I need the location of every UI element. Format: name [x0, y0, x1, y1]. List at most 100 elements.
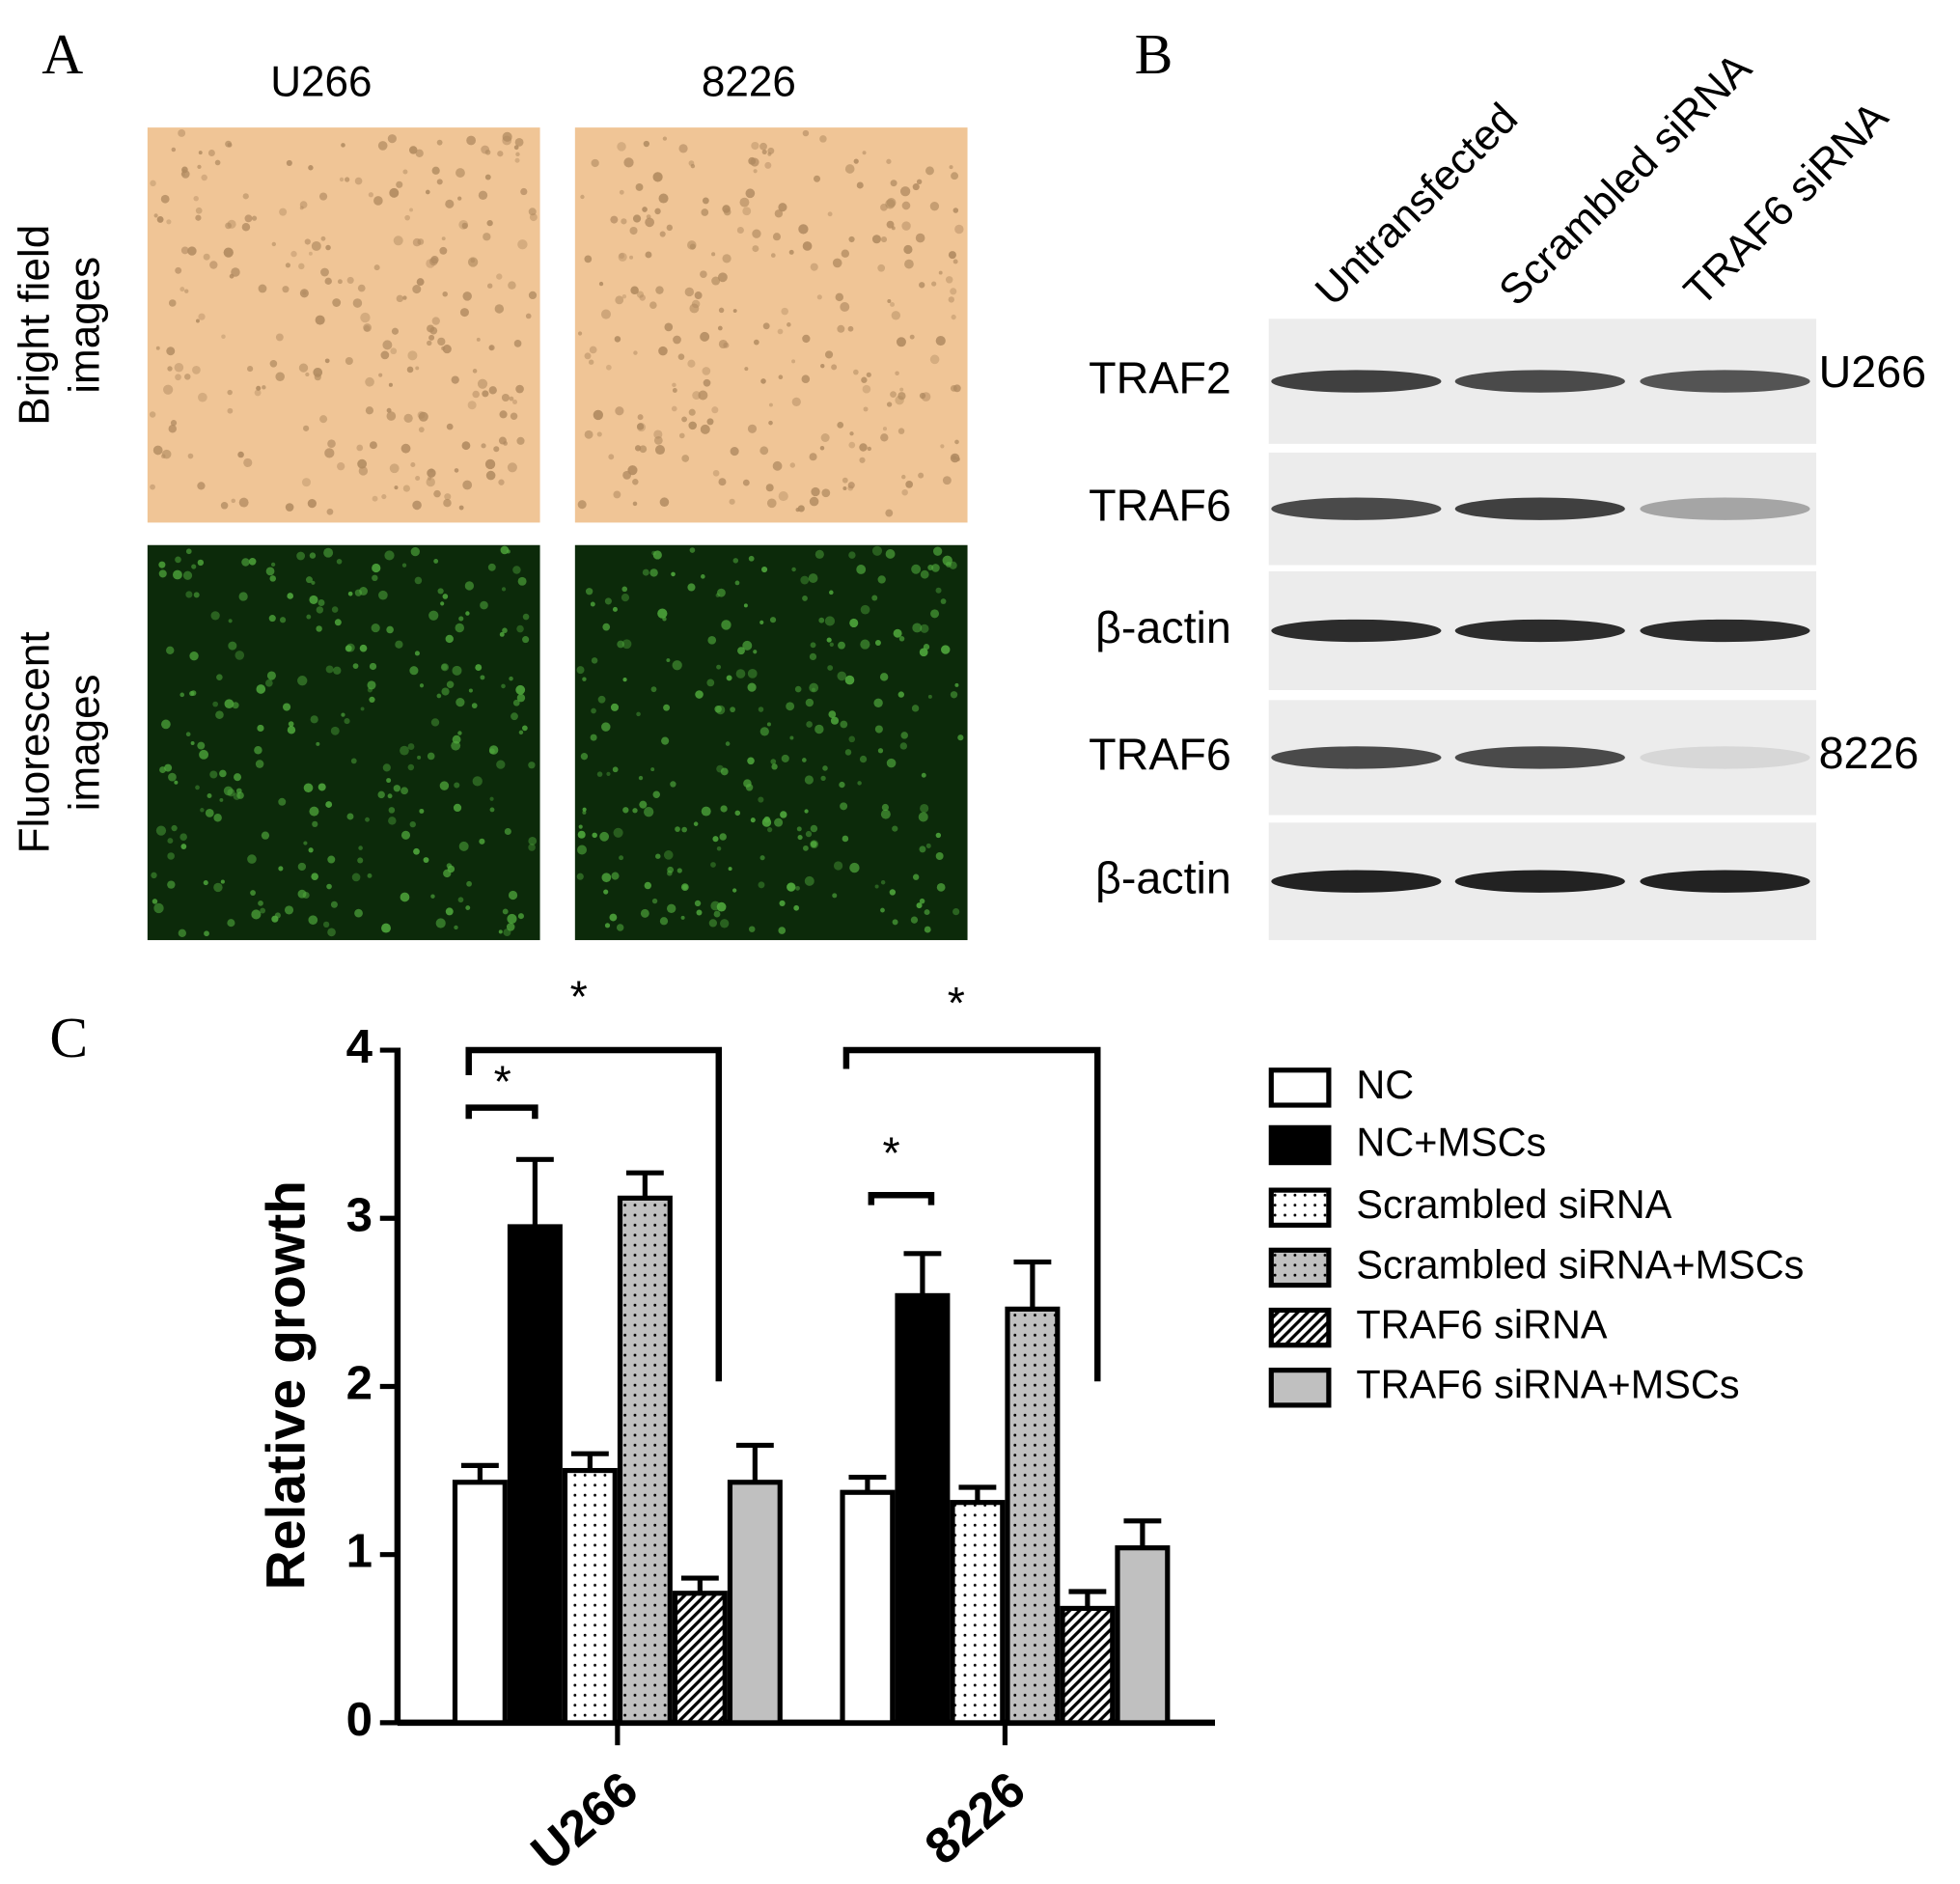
cell	[320, 236, 326, 241]
cell	[396, 294, 404, 303]
cell	[231, 498, 236, 504]
cell	[847, 482, 855, 489]
cell	[175, 374, 181, 381]
cell	[644, 807, 654, 817]
cell	[596, 771, 603, 777]
cell	[718, 478, 727, 486]
cell	[517, 576, 527, 586]
cell	[935, 832, 942, 839]
cell	[417, 411, 426, 419]
cell	[712, 469, 720, 477]
cell	[516, 693, 526, 703]
cell	[682, 884, 688, 890]
cell	[915, 233, 925, 243]
cell	[439, 781, 450, 790]
cell	[358, 845, 363, 850]
cell	[341, 712, 345, 717]
cell	[774, 209, 784, 218]
cell	[659, 497, 670, 508]
cell	[742, 640, 753, 651]
cell	[681, 416, 687, 423]
cell	[814, 724, 824, 734]
cell	[458, 219, 469, 230]
cell	[158, 561, 166, 568]
band	[1271, 619, 1442, 643]
cell	[167, 852, 175, 860]
cell	[387, 793, 393, 799]
cell	[576, 873, 584, 880]
cell	[954, 224, 964, 235]
cell	[152, 899, 158, 904]
cell	[296, 551, 306, 561]
cell	[592, 832, 597, 839]
micrograph	[574, 127, 968, 523]
cell	[932, 546, 943, 556]
cell	[840, 802, 848, 811]
cell	[849, 431, 854, 436]
cell	[629, 255, 634, 260]
cell	[357, 284, 366, 292]
cell	[331, 606, 339, 613]
cell	[407, 350, 418, 361]
cell	[275, 372, 285, 381]
cell	[577, 500, 587, 510]
cell	[441, 236, 446, 241]
cell	[192, 365, 201, 374]
cell	[680, 915, 685, 920]
cell	[158, 569, 167, 578]
cell	[653, 429, 663, 439]
cell	[901, 201, 911, 210]
cell	[672, 388, 677, 393]
cell	[427, 752, 435, 761]
cell	[264, 679, 273, 687]
cell	[616, 924, 624, 931]
cell	[678, 144, 688, 153]
cell	[853, 158, 859, 164]
legend-swatch	[1268, 1187, 1332, 1228]
cell	[201, 174, 207, 181]
cell	[344, 718, 350, 725]
cell	[812, 687, 815, 692]
cell	[462, 291, 472, 301]
cell	[445, 634, 454, 644]
cell	[305, 576, 313, 584]
cell	[766, 498, 777, 509]
cell	[952, 208, 959, 213]
cell	[832, 893, 838, 899]
cell	[388, 807, 396, 814]
cell	[520, 187, 528, 196]
cell	[750, 817, 756, 823]
cell	[459, 308, 469, 318]
cell	[649, 301, 657, 310]
cell	[419, 683, 425, 688]
cell	[622, 807, 629, 814]
cell	[891, 226, 896, 231]
cell	[621, 594, 630, 602]
cell	[212, 701, 218, 707]
cell	[334, 619, 342, 626]
cell	[514, 157, 520, 163]
cell	[303, 783, 314, 793]
cell	[179, 287, 185, 292]
cell	[316, 606, 324, 614]
cell	[233, 792, 241, 800]
cell	[877, 575, 886, 584]
y-tick-label: 2	[346, 1356, 373, 1409]
bar	[452, 1480, 508, 1726]
cell	[317, 783, 326, 791]
cell	[184, 289, 189, 293]
cell	[911, 705, 920, 712]
cell	[935, 335, 946, 346]
cell	[515, 152, 520, 157]
cell	[442, 291, 448, 297]
cell	[435, 918, 446, 928]
cell	[290, 250, 297, 258]
cell	[380, 350, 390, 360]
cell	[839, 781, 845, 789]
cell	[804, 809, 809, 814]
cell	[464, 581, 475, 591]
cell	[886, 220, 895, 229]
cell	[247, 854, 257, 864]
cell	[856, 181, 864, 189]
cell	[920, 623, 929, 633]
